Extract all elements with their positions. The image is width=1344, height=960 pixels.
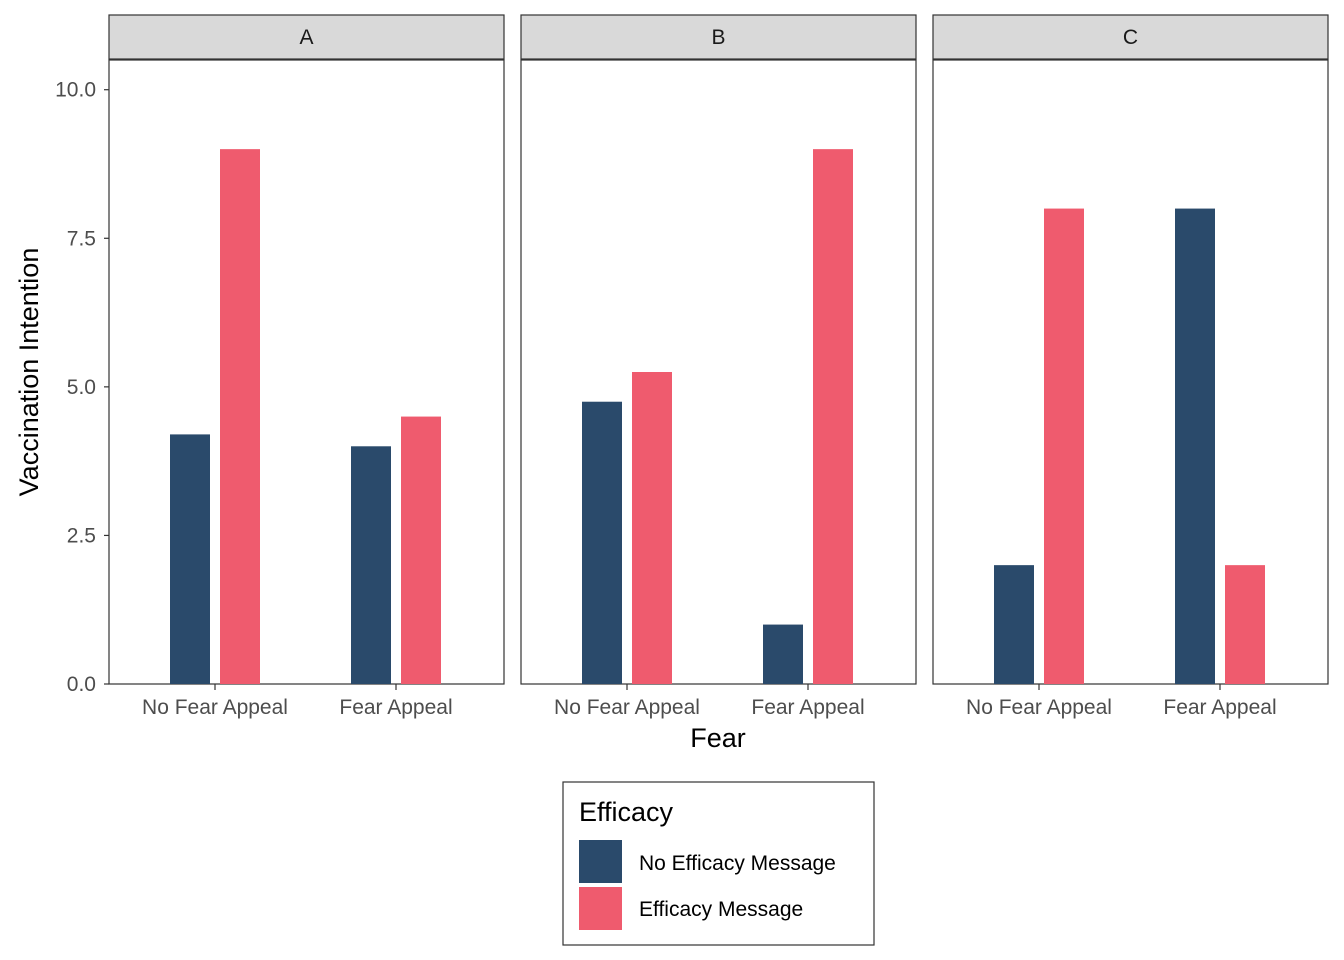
panel-frame xyxy=(932,59,1329,685)
bar xyxy=(170,434,210,684)
bar xyxy=(582,401,622,684)
y-tick-label: 2.5 xyxy=(67,524,96,547)
legend-title: Efficacy xyxy=(579,797,674,827)
panel-b: B No Fear Appeal Fear Appeal xyxy=(520,14,917,719)
bar xyxy=(220,149,260,685)
y-tick-label: 5.0 xyxy=(67,376,96,399)
panel-c: C No Fear Appeal Fear Appeal xyxy=(932,14,1329,719)
legend: Efficacy No Efficacy Message Efficacy Me… xyxy=(562,781,875,946)
legend-swatch-no-efficacy xyxy=(579,840,622,883)
panel-frame xyxy=(108,59,505,685)
bar xyxy=(351,446,391,684)
bar xyxy=(401,416,441,684)
panel-a: A No Fear Appeal Fear Appeal xyxy=(108,14,505,719)
bar xyxy=(763,624,803,684)
legend-label-efficacy: Efficacy Message xyxy=(639,898,803,921)
facet-strip-label: A xyxy=(299,26,313,49)
y-tick-label: 10.0 xyxy=(55,79,96,102)
legend-label-no-efficacy: No Efficacy Message xyxy=(639,852,836,875)
y-tick-label: 0.0 xyxy=(67,673,96,696)
bar xyxy=(1044,208,1084,685)
bar xyxy=(1225,565,1265,684)
legend-swatch-efficacy xyxy=(579,887,622,930)
facet-strip-label: C xyxy=(1123,26,1138,49)
x-tick-label: No Fear Appeal xyxy=(142,696,288,719)
x-tick-label: Fear Appeal xyxy=(751,696,864,719)
x-tick-label: No Fear Appeal xyxy=(554,696,700,719)
x-axis-title: Fear xyxy=(690,723,746,753)
x-tick-label: No Fear Appeal xyxy=(966,696,1112,719)
bar xyxy=(994,565,1034,684)
bar xyxy=(1175,208,1215,685)
facet-strip xyxy=(108,14,505,60)
bar xyxy=(632,372,672,684)
facet-strip xyxy=(520,14,917,60)
facet-strip xyxy=(932,14,1329,60)
y-tick-label: 7.5 xyxy=(67,227,96,250)
x-tick-label: Fear Appeal xyxy=(339,696,452,719)
y-axis-title: Vaccination Intention xyxy=(14,248,44,497)
facet-strip-label: B xyxy=(711,26,725,49)
bar xyxy=(813,149,853,685)
panel-frame xyxy=(520,59,917,685)
x-tick-label: Fear Appeal xyxy=(1163,696,1276,719)
